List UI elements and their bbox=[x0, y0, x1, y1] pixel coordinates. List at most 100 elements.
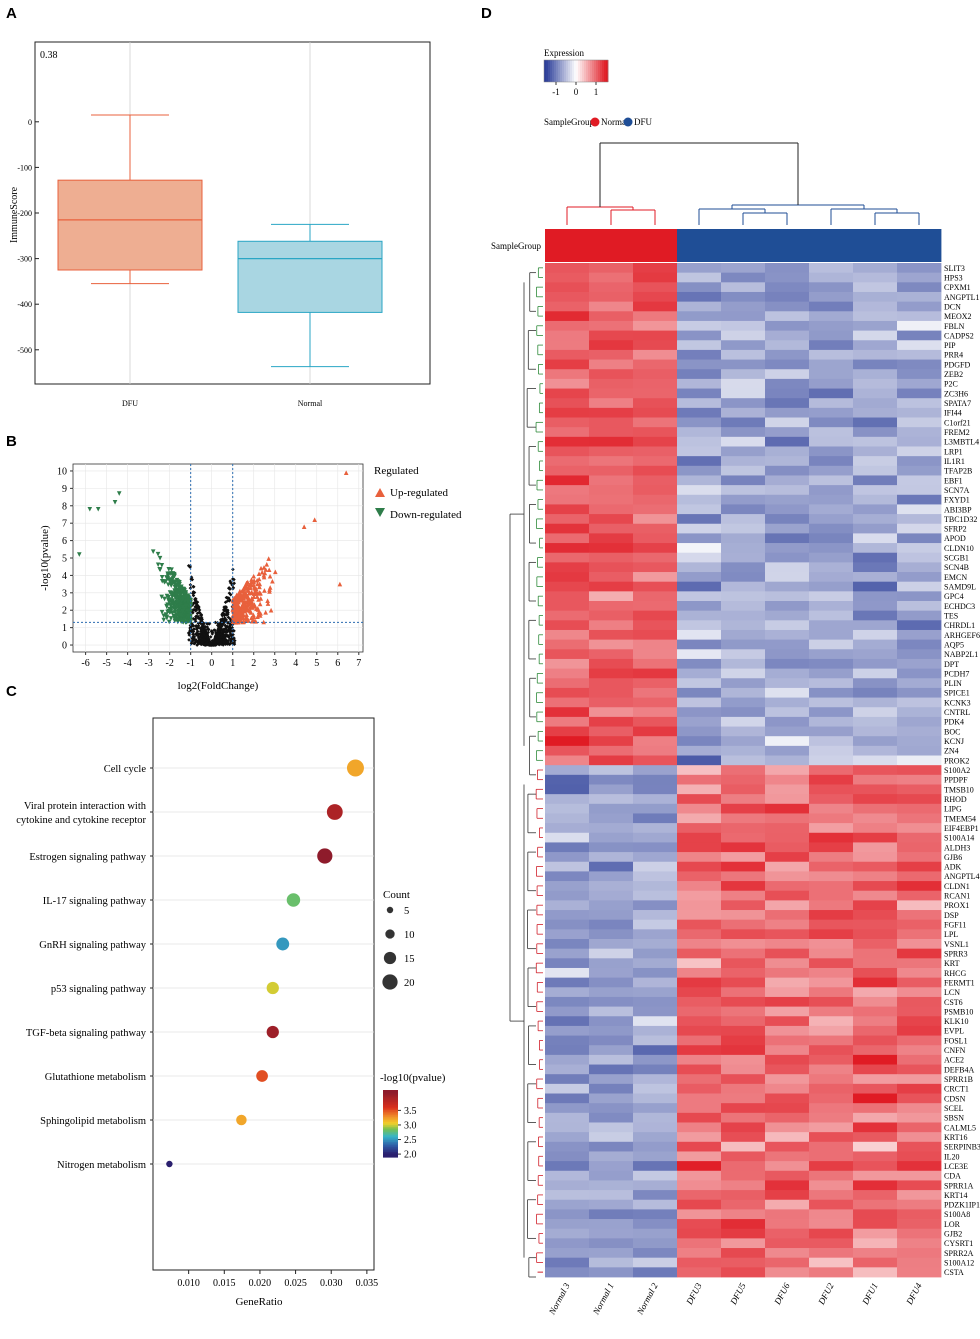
not-significant-point bbox=[230, 577, 235, 581]
column-dendrogram bbox=[566, 142, 920, 225]
heatmap-cell bbox=[897, 842, 942, 853]
pvalue-colorbar-segment bbox=[383, 1110, 398, 1113]
down-regulated-point bbox=[170, 576, 176, 581]
down-regulated-point bbox=[157, 567, 163, 573]
heatmap-cell bbox=[809, 823, 854, 834]
heatmap-cell bbox=[853, 1083, 898, 1094]
heatmap-cell bbox=[809, 784, 854, 795]
heatmap-cell bbox=[765, 311, 810, 322]
heatmap-cell bbox=[809, 301, 854, 312]
heatmap-cell bbox=[589, 1161, 634, 1172]
heatmap-cell bbox=[721, 813, 766, 824]
heatmap-cell bbox=[853, 639, 898, 650]
heatmap-cell bbox=[721, 378, 766, 389]
gene-label: TMEM54 bbox=[944, 814, 976, 823]
not-significant-point bbox=[193, 608, 198, 613]
heatmap-cell bbox=[853, 543, 898, 554]
y-tick-label: -100 bbox=[17, 163, 32, 172]
heatmap-cell bbox=[765, 996, 810, 1007]
not-significant-point bbox=[193, 601, 198, 605]
heatmap-cell bbox=[721, 707, 766, 718]
not-significant-point bbox=[228, 626, 233, 630]
heatmap-cell bbox=[633, 427, 678, 438]
gene-label: PROK2 bbox=[944, 756, 969, 765]
heatmap-cell bbox=[809, 794, 854, 805]
heatmap-cell bbox=[809, 523, 854, 534]
heatmap-cell bbox=[589, 591, 634, 602]
gene-label: ZEB2 bbox=[944, 370, 963, 379]
heatmap-cell bbox=[633, 581, 678, 592]
pvalue-legend-title: -log10(pvalue) bbox=[380, 1072, 446, 1084]
volcano-ylabel: -log10(pvalue) bbox=[39, 525, 51, 591]
normal-group-icon bbox=[590, 117, 600, 127]
x-tick-label: -2 bbox=[165, 658, 173, 669]
up-regulated-point bbox=[257, 584, 262, 590]
heatmap-cell bbox=[809, 736, 854, 747]
heatmap-cell bbox=[633, 620, 678, 631]
heatmap-cell bbox=[809, 726, 854, 737]
expression-legend-swatch bbox=[592, 60, 595, 82]
heatmap-cell bbox=[545, 977, 590, 988]
pathway-dot bbox=[266, 1025, 279, 1039]
not-significant-point bbox=[224, 628, 228, 632]
pathway-dot bbox=[346, 759, 364, 777]
heatmap-cell bbox=[677, 1267, 722, 1278]
up-regulated-point bbox=[257, 601, 263, 607]
down-regulated-point bbox=[167, 597, 173, 602]
heatmap-cell bbox=[897, 523, 942, 534]
heatmap-cell bbox=[765, 620, 810, 631]
heatmap-cell bbox=[897, 1093, 942, 1104]
up-regulated-point bbox=[312, 517, 317, 523]
heatmap-cell bbox=[809, 359, 854, 370]
heatmap-cell bbox=[897, 1170, 942, 1181]
heatmap-cell bbox=[633, 494, 678, 505]
gene-label: KLK10 bbox=[944, 1017, 968, 1026]
pvalue-colorbar-segment bbox=[383, 1143, 398, 1146]
up-regulated-point bbox=[267, 585, 273, 590]
heatmap-cell bbox=[677, 1112, 722, 1123]
heatmap-cell bbox=[897, 871, 942, 882]
heatmap-cell bbox=[853, 1248, 898, 1259]
pathway-dot bbox=[236, 1114, 247, 1126]
heatmap-cell bbox=[677, 1180, 722, 1191]
heatmap-cell bbox=[677, 1006, 722, 1017]
down-regulated-point bbox=[165, 582, 171, 588]
heatmap-cell bbox=[897, 678, 942, 689]
heatmap-cell bbox=[633, 987, 678, 998]
heatmap-cell bbox=[721, 948, 766, 959]
heatmap-cell bbox=[545, 1267, 590, 1278]
not-significant-point bbox=[193, 640, 198, 644]
pathway-dot bbox=[326, 804, 343, 820]
heatmap-cell bbox=[765, 1161, 810, 1172]
x-tick-label: -4 bbox=[123, 658, 131, 669]
heatmap-cell bbox=[721, 514, 766, 525]
heatmap-cell bbox=[765, 649, 810, 660]
heatmap-cell bbox=[545, 591, 590, 602]
heatmap-cell bbox=[897, 591, 942, 602]
heatmap-cell bbox=[633, 823, 678, 834]
heatmap-cell bbox=[809, 1209, 854, 1220]
gene-label: SLIT3 bbox=[944, 264, 965, 273]
heatmap-cell bbox=[545, 446, 590, 457]
heatmap-cell bbox=[677, 639, 722, 650]
not-significant-point bbox=[220, 627, 224, 632]
x-tick-label: 5 bbox=[314, 658, 319, 669]
heatmap-cell bbox=[677, 291, 722, 303]
heatmap-cell bbox=[853, 929, 898, 940]
not-significant-point bbox=[193, 617, 198, 621]
heatmap-cell bbox=[897, 1141, 942, 1152]
heatmap-cell bbox=[589, 581, 634, 592]
gene-label: ALDH3 bbox=[944, 843, 970, 852]
heatmap-cell bbox=[853, 697, 898, 708]
heatmap-cell bbox=[633, 1006, 678, 1017]
heatmap-cell bbox=[897, 1083, 942, 1094]
heatmap-cell bbox=[765, 987, 810, 998]
heatmap-cell bbox=[633, 1248, 678, 1259]
up-regulated-point bbox=[234, 598, 239, 604]
not-significant-point bbox=[221, 630, 225, 635]
heatmap-cell bbox=[677, 1132, 722, 1143]
up-regulated-point bbox=[273, 569, 278, 575]
heatmap-cell bbox=[765, 291, 810, 303]
heatmap-cell bbox=[765, 543, 810, 554]
up-regulated-point bbox=[258, 596, 264, 601]
